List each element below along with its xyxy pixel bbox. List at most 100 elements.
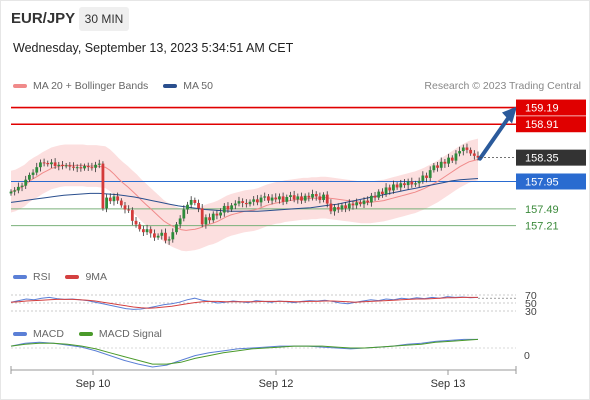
- candle-body: [417, 180, 421, 184]
- candle-body: [336, 207, 340, 210]
- level-label-157-49: 157.49: [525, 204, 559, 216]
- candle-body: [392, 184, 395, 191]
- candle-body: [340, 205, 344, 210]
- candle-body: [178, 218, 182, 225]
- candle-body: [182, 209, 186, 219]
- candle-body: [119, 200, 123, 206]
- candle-body: [237, 201, 241, 204]
- candle-body: [377, 191, 381, 198]
- candle-body: [366, 200, 370, 203]
- candle-body: [138, 224, 142, 230]
- candle-body: [428, 170, 432, 178]
- candle-body: [145, 229, 149, 233]
- candle-body: [380, 191, 384, 195]
- candle-body: [322, 194, 325, 200]
- candle-body: [469, 149, 473, 154]
- candle-body: [421, 175, 425, 181]
- main-legend: MA 20 + Bollinger Bands MA 50: [13, 80, 213, 92]
- candle-body: [46, 163, 50, 165]
- datetime-label: Wednesday, September 13, 2023 5:34:51 AM…: [13, 41, 294, 55]
- macd-legend-label: MACD: [33, 328, 64, 340]
- candle-body: [362, 200, 366, 205]
- candle-body: [351, 203, 355, 206]
- candle-body: [461, 147, 465, 152]
- candle-body: [252, 199, 256, 202]
- candle-body: [300, 196, 303, 201]
- candle-body: [61, 164, 64, 166]
- candle-body: [123, 205, 127, 210]
- candle-body: [83, 165, 86, 169]
- level-label-158-91-bg: [516, 116, 586, 133]
- candle-body: [314, 194, 318, 197]
- symbol-label: EUR/JPY: [11, 10, 76, 27]
- level-label-159-19-bg: [516, 99, 586, 116]
- candle-body: [86, 165, 90, 168]
- candle-body: [130, 210, 134, 221]
- rsi-ma-legend-label: 9MA: [85, 271, 108, 283]
- rsi-ma-swatch: [65, 275, 80, 280]
- candle-body: [222, 205, 226, 213]
- candle-body: [204, 217, 208, 225]
- candle-body: [72, 166, 75, 168]
- projection-arrowhead: [502, 106, 517, 124]
- candle-body: [193, 199, 197, 203]
- level-label-157-21: 157.21: [525, 221, 559, 233]
- candle-body: [219, 212, 222, 216]
- candle-body: [20, 185, 24, 187]
- candle-body: [355, 202, 359, 206]
- candle-body: [105, 197, 109, 209]
- rsi-legend: RSI 9MA: [13, 271, 107, 283]
- macd-signal-line: [10, 338, 479, 365]
- bollinger-band: [11, 138, 478, 252]
- candle-body: [439, 161, 443, 168]
- ma20-swatch: [13, 84, 27, 89]
- candle-body: [208, 217, 211, 221]
- macd-level-label-0: 0: [524, 350, 530, 362]
- candle-body: [472, 153, 476, 156]
- ma50-swatch: [163, 84, 178, 89]
- candle-body: [329, 203, 333, 212]
- last-price-label: 158.35: [525, 153, 559, 165]
- candle-body: [443, 161, 447, 164]
- candle-body: [64, 165, 68, 167]
- candle-body: [156, 235, 160, 238]
- candle-body: [399, 183, 403, 188]
- projection-arrow-shaft: [478, 113, 512, 161]
- candle-body: [388, 187, 392, 191]
- level-label-158-91: 158.91: [525, 119, 559, 131]
- candle-body: [13, 190, 17, 192]
- candle-body: [267, 196, 270, 201]
- candle-body: [160, 232, 164, 236]
- candle-body: [406, 181, 410, 186]
- candle-body: [186, 204, 189, 210]
- candle-body: [134, 220, 138, 225]
- rsi-level-label-50: 50: [525, 298, 537, 310]
- timeframe-button[interactable]: 30 MIN: [79, 7, 129, 31]
- candle-body: [31, 172, 35, 175]
- candle-body: [241, 201, 245, 203]
- candle-body: [476, 155, 480, 158]
- candle-body: [9, 191, 13, 194]
- candle-body: [35, 167, 39, 173]
- candle-body: [318, 196, 322, 200]
- candle-body: [141, 229, 145, 233]
- candle-body: [303, 195, 307, 201]
- candle-body: [27, 174, 31, 180]
- candle-body: [233, 203, 237, 206]
- candle-body: [278, 196, 281, 200]
- candle-body: [307, 195, 311, 198]
- candle-body: [432, 165, 436, 171]
- chart-header: EUR/JPY 30 MIN: [0, 0, 590, 36]
- candle-body: [259, 197, 263, 203]
- candle-body: [270, 197, 274, 201]
- candle-body: [42, 162, 46, 164]
- candle-body: [189, 199, 193, 205]
- candles-group: [9, 143, 480, 245]
- level-label-157-95-bg: [516, 173, 586, 190]
- ma20-legend-label: MA 20 + Bollinger Bands: [33, 80, 149, 92]
- candle-body: [153, 233, 156, 238]
- candle-body: [108, 197, 112, 202]
- candle-body: [358, 202, 362, 205]
- candle-body: [24, 179, 28, 186]
